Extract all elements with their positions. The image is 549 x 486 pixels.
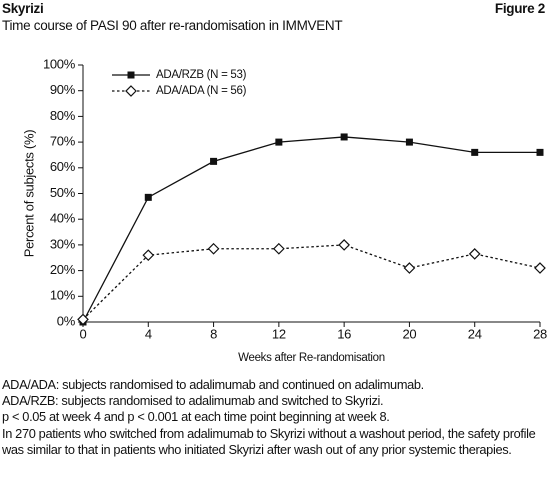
y-tick-label: 20%	[50, 262, 76, 277]
y-tick-label: 70%	[50, 134, 76, 149]
x-tick-label: 20	[402, 326, 416, 341]
note: ADA/RZB: subjects randomised to adalimum…	[2, 393, 384, 409]
x-tick-label: 12	[272, 326, 286, 341]
subtitle: Time course of PASI 90 after re-randomis…	[2, 18, 343, 33]
marker	[403, 262, 416, 274]
series-line	[82, 244, 541, 320]
y-tick-label: 50%	[50, 185, 76, 200]
marker	[77, 313, 89, 326]
y-tick-label: 40%	[50, 211, 76, 226]
x-tick-label: 8	[210, 326, 217, 341]
x-tick-label: 4	[145, 326, 152, 341]
chart: 0% 10% 20% 30% 40% 50% 60% 70% 80% 90% 100% 0 4 8 12 16…	[21, 56, 547, 364]
marker	[468, 248, 481, 260]
marker	[273, 242, 285, 255]
y-tick-label: 10%	[50, 288, 76, 303]
x-tick-label: 28	[533, 326, 547, 341]
note: In 270 patients who switched from adalim…	[2, 425, 536, 457]
marker	[142, 249, 155, 262]
y-tick-label: 80%	[50, 108, 76, 123]
y-tick-label: 100%	[43, 56, 76, 71]
marker	[275, 138, 283, 146]
legend-marker	[125, 85, 137, 97]
title: Skyrizi	[2, 1, 44, 16]
y-tick-label: 90%	[50, 82, 76, 97]
legend-marker	[127, 71, 135, 79]
marker	[471, 148, 479, 156]
marker	[338, 239, 350, 251]
y-tick-label: 0%	[57, 313, 76, 328]
y-tick-label: 60%	[50, 159, 76, 174]
x-tick-label: 16	[337, 326, 351, 341]
legend-label: ADA/RZB (N = 53)	[156, 69, 247, 81]
marker	[536, 148, 544, 156]
x-tick-label: 24	[468, 326, 482, 341]
marker	[144, 193, 152, 201]
figure-label: Figure 2	[494, 1, 545, 16]
x-tick-label: 0	[80, 326, 87, 341]
marker	[340, 133, 348, 141]
y-tick-label: 30%	[50, 236, 76, 251]
marker	[210, 157, 218, 165]
marker	[534, 262, 546, 274]
marker	[207, 242, 220, 255]
x-axis-label: Weeks after Re-randomisation	[238, 352, 385, 364]
y-axis-label: Percent of subjects (%)	[21, 130, 36, 258]
series-line	[82, 136, 540, 323]
note: p < 0.05 at week 4 and p < 0.001 at each…	[2, 409, 390, 425]
notes: ADA/ADA: subjects randomised to adalimum…	[2, 377, 547, 458]
legend-label: ADA/ADA (N = 56)	[156, 85, 247, 97]
marker	[405, 138, 413, 146]
note: ADA/ADA: subjects randomised to adalimum…	[2, 377, 424, 392]
